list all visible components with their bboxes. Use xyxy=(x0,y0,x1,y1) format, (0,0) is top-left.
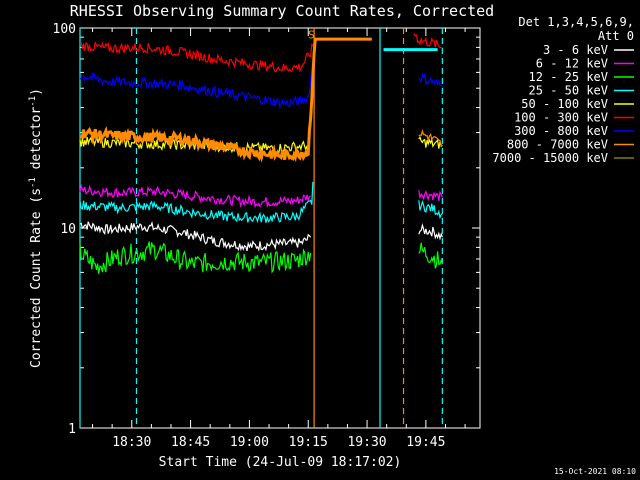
plot-frame xyxy=(79,27,481,429)
x-tick-label: 18:45 xyxy=(171,435,210,450)
y-tick-labels: 1 10 100 xyxy=(53,22,76,437)
y-tick-label: 10 xyxy=(60,222,76,237)
footer-timestamp: 15-Oct-2021 08:10 xyxy=(554,467,636,476)
series-line xyxy=(418,242,443,269)
series-line xyxy=(413,33,443,49)
series-line xyxy=(79,41,315,73)
plot-area: S xyxy=(79,28,443,274)
legend-label: 6 - 12 keV xyxy=(536,57,608,71)
y-axis-label-mid: detector xyxy=(29,107,44,178)
x-tick-label: 19:00 xyxy=(230,435,269,450)
series-line xyxy=(79,37,372,163)
y-axis-label-end: ) xyxy=(29,88,44,96)
legend-label: 25 - 50 keV xyxy=(529,84,608,98)
legend-label: 7000 - 15000 keV xyxy=(492,151,608,165)
series-line xyxy=(79,220,312,252)
legend-label: 100 - 300 keV xyxy=(514,111,608,125)
series-line xyxy=(418,72,443,87)
chart-title: RHESSI Observing Summary Count Rates, Co… xyxy=(70,2,494,20)
legend-label: 300 - 800 keV xyxy=(514,124,608,138)
legend-label: 12 - 25 keV xyxy=(529,70,608,84)
legend-label: 50 - 100 keV xyxy=(521,97,608,111)
vertical-markers xyxy=(79,28,443,428)
x-tick-label: 19:45 xyxy=(406,435,445,450)
x-tick-label: 19:30 xyxy=(347,435,386,450)
legend-header-line-1: Det 1,3,4,5,6,9, xyxy=(518,15,634,29)
y-tick-label: 1 xyxy=(68,422,76,437)
x-tick-labels: 18:30 18:45 19:00 19:15 19:30 19:45 xyxy=(112,435,445,450)
series-line xyxy=(418,223,443,241)
y-axis-label: Corrected Count Rate (s-1 detector-1) xyxy=(28,88,44,368)
x-axis-label: Start Time (24-Jul-09 18:17:02) xyxy=(159,455,402,470)
y-axis-label-sup2: -1 xyxy=(28,96,38,107)
y-axis-label-sup1: -1 xyxy=(28,177,38,188)
series-line xyxy=(79,49,315,109)
annotation-s: S xyxy=(308,28,315,41)
x-tick-label: 18:30 xyxy=(112,435,151,450)
axes-ticks xyxy=(80,27,480,429)
y-tick-label: 100 xyxy=(53,22,76,37)
series-line xyxy=(79,183,311,209)
legend-header-line-2: Att 0 xyxy=(598,29,634,43)
series-line xyxy=(79,181,314,224)
x-tick-label: 19:15 xyxy=(289,435,328,450)
series-line xyxy=(79,241,312,274)
series-line xyxy=(418,189,443,202)
legend-label: 800 - 7000 keV xyxy=(507,138,608,152)
series-line xyxy=(418,128,443,148)
y-axis-label-main: Corrected Count Rate (s xyxy=(29,188,44,368)
series-line xyxy=(418,199,443,220)
series-line xyxy=(418,135,443,149)
legend-label: 3 - 6 keV xyxy=(543,43,608,57)
